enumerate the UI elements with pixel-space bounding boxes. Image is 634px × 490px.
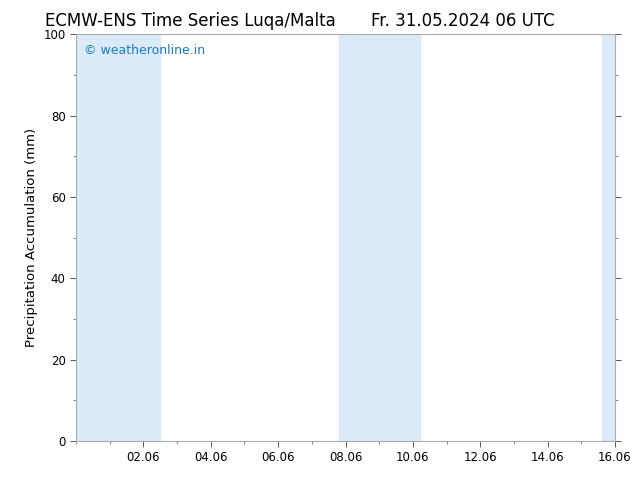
Bar	[602, 34, 615, 441]
Text: © weatheronline.in: © weatheronline.in	[84, 45, 205, 57]
Text: Fr. 31.05.2024 06 UTC: Fr. 31.05.2024 06 UTC	[371, 12, 555, 30]
Bar	[76, 34, 160, 441]
Y-axis label: Precipitation Accumulation (mm): Precipitation Accumulation (mm)	[25, 128, 38, 347]
Text: ECMW-ENS Time Series Luqa/Malta: ECMW-ENS Time Series Luqa/Malta	[45, 12, 335, 30]
Bar	[339, 34, 420, 441]
